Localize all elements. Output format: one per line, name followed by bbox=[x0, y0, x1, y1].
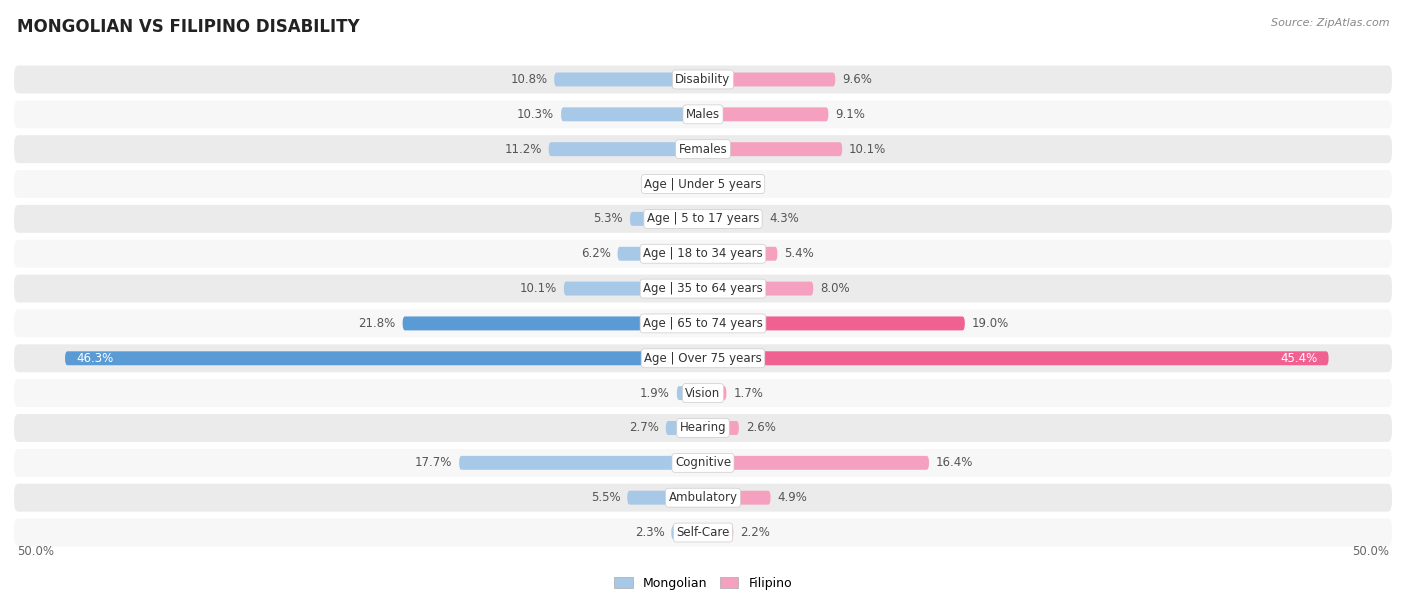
FancyBboxPatch shape bbox=[14, 205, 1392, 233]
FancyBboxPatch shape bbox=[688, 177, 703, 191]
Text: 10.1%: 10.1% bbox=[520, 282, 557, 295]
Text: 5.4%: 5.4% bbox=[785, 247, 814, 260]
Text: 1.9%: 1.9% bbox=[640, 387, 669, 400]
Text: MONGOLIAN VS FILIPINO DISABILITY: MONGOLIAN VS FILIPINO DISABILITY bbox=[17, 18, 360, 36]
FancyBboxPatch shape bbox=[703, 282, 813, 296]
FancyBboxPatch shape bbox=[627, 491, 703, 505]
Text: Males: Males bbox=[686, 108, 720, 121]
FancyBboxPatch shape bbox=[14, 240, 1392, 267]
FancyBboxPatch shape bbox=[14, 310, 1392, 337]
FancyBboxPatch shape bbox=[676, 386, 703, 400]
Text: 5.5%: 5.5% bbox=[591, 491, 620, 504]
Text: 6.2%: 6.2% bbox=[581, 247, 610, 260]
FancyBboxPatch shape bbox=[14, 100, 1392, 129]
FancyBboxPatch shape bbox=[703, 107, 828, 121]
Text: Disability: Disability bbox=[675, 73, 731, 86]
FancyBboxPatch shape bbox=[554, 72, 703, 86]
Text: 5.3%: 5.3% bbox=[593, 212, 623, 225]
FancyBboxPatch shape bbox=[703, 177, 718, 191]
Text: 19.0%: 19.0% bbox=[972, 317, 1010, 330]
Text: 9.1%: 9.1% bbox=[835, 108, 865, 121]
Text: Age | Under 5 years: Age | Under 5 years bbox=[644, 177, 762, 190]
Text: Females: Females bbox=[679, 143, 727, 155]
FancyBboxPatch shape bbox=[561, 107, 703, 121]
FancyBboxPatch shape bbox=[617, 247, 703, 261]
FancyBboxPatch shape bbox=[666, 421, 703, 435]
Text: 2.2%: 2.2% bbox=[740, 526, 770, 539]
FancyBboxPatch shape bbox=[564, 282, 703, 296]
FancyBboxPatch shape bbox=[65, 351, 703, 365]
FancyBboxPatch shape bbox=[14, 414, 1392, 442]
FancyBboxPatch shape bbox=[703, 526, 734, 540]
FancyBboxPatch shape bbox=[703, 386, 727, 400]
Text: Ambulatory: Ambulatory bbox=[668, 491, 738, 504]
FancyBboxPatch shape bbox=[14, 135, 1392, 163]
FancyBboxPatch shape bbox=[703, 212, 762, 226]
FancyBboxPatch shape bbox=[14, 65, 1392, 94]
Text: 50.0%: 50.0% bbox=[17, 545, 53, 558]
FancyBboxPatch shape bbox=[703, 421, 738, 435]
FancyBboxPatch shape bbox=[548, 142, 703, 156]
Text: 2.7%: 2.7% bbox=[628, 422, 659, 435]
Text: 2.6%: 2.6% bbox=[745, 422, 776, 435]
Text: 10.3%: 10.3% bbox=[517, 108, 554, 121]
Text: 1.1%: 1.1% bbox=[651, 177, 681, 190]
Text: Age | Over 75 years: Age | Over 75 years bbox=[644, 352, 762, 365]
Text: 11.2%: 11.2% bbox=[505, 143, 541, 155]
FancyBboxPatch shape bbox=[14, 275, 1392, 302]
Text: 17.7%: 17.7% bbox=[415, 457, 453, 469]
Text: Age | 5 to 17 years: Age | 5 to 17 years bbox=[647, 212, 759, 225]
FancyBboxPatch shape bbox=[14, 379, 1392, 407]
FancyBboxPatch shape bbox=[703, 351, 1329, 365]
FancyBboxPatch shape bbox=[630, 212, 703, 226]
FancyBboxPatch shape bbox=[14, 345, 1392, 372]
FancyBboxPatch shape bbox=[671, 526, 703, 540]
FancyBboxPatch shape bbox=[703, 247, 778, 261]
Text: Age | 35 to 64 years: Age | 35 to 64 years bbox=[643, 282, 763, 295]
FancyBboxPatch shape bbox=[14, 483, 1392, 512]
Text: 8.0%: 8.0% bbox=[820, 282, 849, 295]
FancyBboxPatch shape bbox=[703, 456, 929, 470]
Text: 10.8%: 10.8% bbox=[510, 73, 547, 86]
Text: 50.0%: 50.0% bbox=[1353, 545, 1389, 558]
Text: 46.3%: 46.3% bbox=[76, 352, 114, 365]
Legend: Mongolian, Filipino: Mongolian, Filipino bbox=[607, 570, 799, 596]
Text: 2.3%: 2.3% bbox=[634, 526, 665, 539]
FancyBboxPatch shape bbox=[703, 316, 965, 330]
FancyBboxPatch shape bbox=[460, 456, 703, 470]
Text: Age | 65 to 74 years: Age | 65 to 74 years bbox=[643, 317, 763, 330]
Text: 4.3%: 4.3% bbox=[769, 212, 799, 225]
Text: 9.6%: 9.6% bbox=[842, 73, 872, 86]
Text: 45.4%: 45.4% bbox=[1281, 352, 1317, 365]
FancyBboxPatch shape bbox=[14, 449, 1392, 477]
FancyBboxPatch shape bbox=[703, 491, 770, 505]
FancyBboxPatch shape bbox=[703, 72, 835, 86]
FancyBboxPatch shape bbox=[14, 170, 1392, 198]
Text: 1.1%: 1.1% bbox=[725, 177, 755, 190]
FancyBboxPatch shape bbox=[14, 518, 1392, 547]
Text: 10.1%: 10.1% bbox=[849, 143, 886, 155]
Text: Self-Care: Self-Care bbox=[676, 526, 730, 539]
Text: 1.7%: 1.7% bbox=[734, 387, 763, 400]
Text: Vision: Vision bbox=[685, 387, 721, 400]
Text: 4.9%: 4.9% bbox=[778, 491, 807, 504]
Text: 21.8%: 21.8% bbox=[359, 317, 395, 330]
FancyBboxPatch shape bbox=[703, 142, 842, 156]
Text: 16.4%: 16.4% bbox=[936, 457, 973, 469]
Text: Cognitive: Cognitive bbox=[675, 457, 731, 469]
FancyBboxPatch shape bbox=[402, 316, 703, 330]
Text: Age | 18 to 34 years: Age | 18 to 34 years bbox=[643, 247, 763, 260]
Text: Source: ZipAtlas.com: Source: ZipAtlas.com bbox=[1271, 18, 1389, 28]
Text: Hearing: Hearing bbox=[679, 422, 727, 435]
